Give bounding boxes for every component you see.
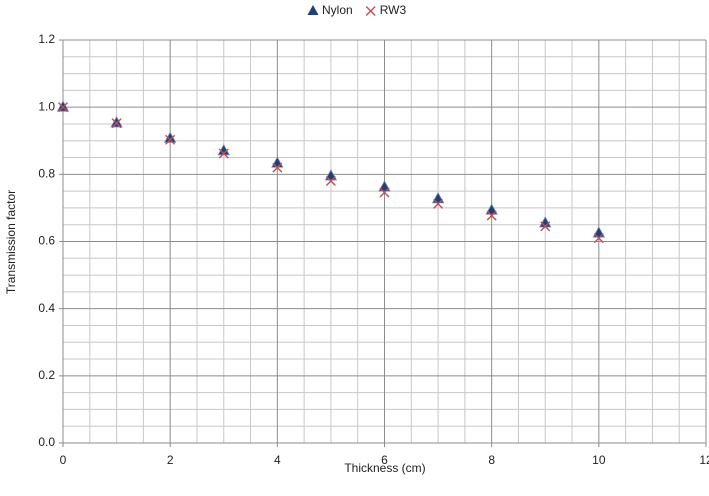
point [56,100,70,112]
y-tick-label: 0.8 [38,167,55,181]
point [593,233,604,244]
x-tick-label: 12 [699,453,709,467]
point [110,116,123,128]
legend-item: Nylon [307,3,353,17]
point [324,169,338,181]
x-tick-label: 0 [60,453,67,467]
y-tick-label: 0.0 [38,435,55,449]
point [592,226,606,238]
y-axis-label: Transmission factor [4,190,18,294]
point [58,102,68,113]
x-tick-label: 2 [167,453,174,467]
legend-marker [365,6,376,16]
y-tick-label: 1.2 [38,32,55,46]
point [540,221,551,232]
legend-item: RW3 [365,3,407,17]
point [272,162,283,173]
x-tick-label: 10 [592,453,606,467]
point [271,156,284,168]
x-tick-label: 4 [274,453,281,467]
point [486,210,497,221]
point [111,118,122,129]
legend-label: Nylon [322,3,353,17]
point [163,131,177,143]
x-tick-label: 8 [488,453,495,467]
x-axis-label: Thickness (cm) [344,461,425,475]
point [165,134,176,145]
legend-label: RW3 [380,3,407,17]
y-tick-label: 0.4 [38,301,55,315]
y-tick-label: 1.0 [38,99,55,113]
y-tick-label: 0.2 [38,368,55,382]
point [325,176,336,187]
x-tick-label: 6 [381,453,388,467]
point [431,192,445,204]
point [378,180,391,192]
point [379,187,390,198]
y-tick-label: 0.6 [38,234,55,248]
point [485,203,498,215]
legend-marker [307,5,319,15]
point [433,198,444,209]
point [218,148,229,159]
